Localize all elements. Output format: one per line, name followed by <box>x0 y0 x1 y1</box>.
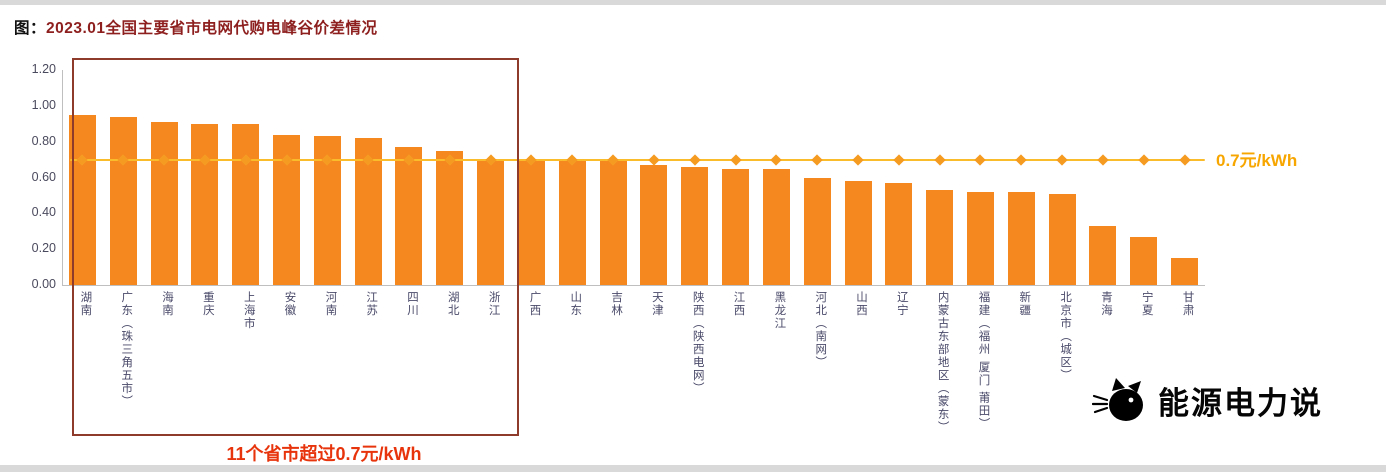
y-axis-line <box>62 70 63 285</box>
reference-line-marker <box>811 153 823 166</box>
x-axis-label: 河南 <box>324 291 337 317</box>
bar <box>477 159 505 285</box>
logo: 能源电力说 <box>1092 376 1323 424</box>
reference-line-label: 0.7元/kWh <box>1216 151 1298 170</box>
x-axis-label: 北京市（城区） <box>1059 291 1072 382</box>
reference-line-marker <box>729 153 742 166</box>
x-axis-label: 湖北 <box>446 291 459 317</box>
x-axis-label: 新疆 <box>1018 291 1031 317</box>
x-axis-label: 湖南 <box>79 291 92 317</box>
x-axis-label: 江苏 <box>365 291 378 317</box>
bar <box>558 159 586 285</box>
highlight-box <box>72 58 519 436</box>
reference-line-marker <box>1015 153 1027 166</box>
x-axis-label: 江西 <box>732 291 745 317</box>
bar <box>762 168 790 285</box>
y-axis-tick-label: 0.20 <box>31 241 56 256</box>
reference-line-marker <box>933 153 946 166</box>
bar <box>722 168 750 285</box>
y-axis-tick-label: 0.00 <box>31 277 56 291</box>
reference-line-marker <box>1138 153 1150 166</box>
bar <box>191 123 219 285</box>
annotation-text: 11个省市超过0.7元/kWh <box>226 444 422 464</box>
reference-line-marker <box>974 153 987 166</box>
x-axis-label: 广西 <box>528 291 541 317</box>
x-axis-label: 天津 <box>650 291 663 317</box>
x-axis-label: 宁夏 <box>1140 291 1153 317</box>
x-axis-label: 黑龙江 <box>773 291 786 330</box>
bar <box>926 190 954 285</box>
figure-title: 图：2023.01全国主要省市电网代购电峰谷价差情况 <box>14 16 378 38</box>
top-border-strip <box>0 0 1386 5</box>
title-prefix: 图： <box>14 20 47 37</box>
x-axis-label: 福建（福州 厦门 莆田） <box>977 291 990 431</box>
y-axis-tick-label: 0.60 <box>31 169 56 184</box>
bar <box>1171 258 1199 285</box>
x-axis-label: 广东（珠三角五市） <box>120 291 133 408</box>
reference-line-marker <box>1056 153 1068 166</box>
logo-text: 能源电力说 <box>1158 385 1323 421</box>
bar <box>1130 236 1158 285</box>
x-axis-label: 上海市 <box>242 291 255 330</box>
bar <box>844 181 872 285</box>
bar <box>1007 191 1035 285</box>
bar <box>599 161 627 285</box>
x-axis-label: 安徽 <box>283 291 296 317</box>
bar <box>436 150 464 285</box>
bar <box>395 147 423 285</box>
bar <box>150 121 178 285</box>
x-axis-label: 浙江 <box>487 291 500 317</box>
bottom-border-strip <box>0 465 1386 472</box>
x-axis-label: 海南 <box>161 291 174 317</box>
reference-line-marker <box>648 153 660 166</box>
x-axis-label: 河北（南网） <box>814 291 827 369</box>
bar <box>109 116 137 285</box>
bar <box>232 123 260 285</box>
x-axis-label: 吉林 <box>610 291 623 317</box>
y-axis-tick-label: 0.80 <box>31 133 56 148</box>
x-axis-label: 重庆 <box>201 291 214 317</box>
cat-logo-icon <box>1092 378 1143 421</box>
x-axis-label: 山西 <box>855 291 868 317</box>
x-axis-label: 辽宁 <box>895 291 908 317</box>
x-axis-label: 内蒙古东部地区（蒙东） <box>936 291 949 434</box>
bar <box>517 159 545 285</box>
bar <box>885 182 913 285</box>
reference-line-marker <box>1178 153 1191 166</box>
title-text: 2023.01全国主要省市电网代购电峰谷价差情况 <box>46 20 378 37</box>
x-axis-label: 陕西（陕西电网） <box>691 291 704 395</box>
x-axis-line <box>62 285 1205 286</box>
bar <box>966 191 994 285</box>
bar <box>803 177 831 285</box>
y-axis-tick-label: 1.00 <box>31 97 56 112</box>
reference-line-marker <box>770 153 783 166</box>
x-axis-label: 青海 <box>1099 291 1112 317</box>
reference-line-marker <box>852 153 864 166</box>
bar <box>681 166 709 285</box>
x-axis-label: 甘肃 <box>1181 291 1194 317</box>
y-axis-tick-label: 0.40 <box>31 205 56 220</box>
reference-line-marker <box>689 153 701 166</box>
reference-line-marker <box>893 153 905 166</box>
x-axis-label: 山东 <box>569 291 582 317</box>
bar <box>1048 193 1076 285</box>
x-axis-label: 四川 <box>405 291 418 317</box>
bar <box>640 164 668 285</box>
reference-line-marker <box>1097 153 1109 166</box>
reference-line <box>70 158 1205 162</box>
y-axis-tick-label: 1.20 <box>31 62 56 76</box>
bar <box>1089 225 1117 285</box>
